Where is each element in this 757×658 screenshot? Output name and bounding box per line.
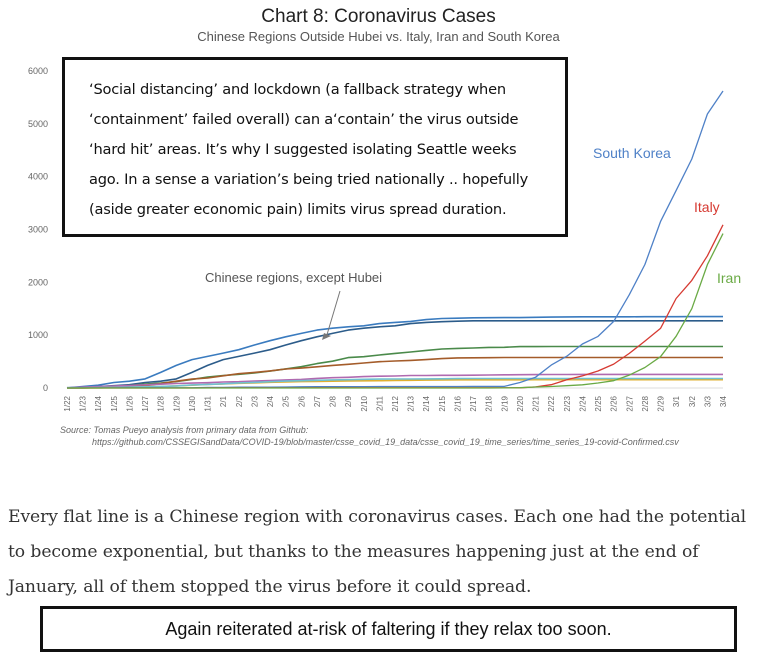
x-tick-label: 2/16 <box>453 395 462 411</box>
x-tick-label: 1/30 <box>188 395 197 411</box>
series-line <box>66 319 723 389</box>
x-tick-label: 2/19 <box>500 395 509 411</box>
series-line <box>66 315 723 389</box>
x-tick-label: 2/13 <box>407 395 416 411</box>
series-line <box>66 356 723 389</box>
y-tick-label: 4000 <box>28 172 48 182</box>
x-tick-label: 2/25 <box>594 395 603 411</box>
x-tick-label: 2/14 <box>422 395 431 411</box>
x-tick-label: 2/7 <box>313 395 322 407</box>
commentary-callout: ‘Social distancing’ and lockdown (a fall… <box>62 57 568 237</box>
series-line <box>66 377 723 389</box>
x-tick-label: 3/2 <box>688 395 697 407</box>
y-tick-label: 3000 <box>28 225 48 235</box>
x-tick-label: 1/28 <box>157 395 166 411</box>
x-tick-label: 2/15 <box>438 395 447 411</box>
x-tick-label: 2/20 <box>516 395 525 411</box>
x-tick-label: 2/4 <box>266 395 275 407</box>
y-tick-label: 2000 <box>28 277 48 287</box>
bottom-note: Again reiterated at-risk of faltering if… <box>40 606 737 652</box>
series-line <box>66 345 723 389</box>
x-tick-label: 2/24 <box>578 395 587 411</box>
x-tick-label: 2/3 <box>250 395 259 407</box>
annotation-arrow <box>325 290 341 339</box>
y-tick-label: 1000 <box>28 330 48 340</box>
x-tick-label: 2/5 <box>282 395 291 407</box>
x-tick-label: 2/17 <box>469 395 478 411</box>
x-tick-label: 1/29 <box>172 395 181 411</box>
y-tick-label: 5000 <box>28 119 48 129</box>
x-tick-label: 2/6 <box>297 395 306 407</box>
x-tick-label: 2/1 <box>219 395 228 407</box>
x-tick-label: 1/26 <box>125 395 134 411</box>
x-tick-label: 1/24 <box>94 395 103 411</box>
series-line <box>67 224 724 389</box>
source-line: Source: Tomas Pueyo analysis from primar… <box>60 425 309 435</box>
chart-subtitle: Chinese Regions Outside Hubei vs. Italy,… <box>197 29 560 44</box>
x-tick-label: 1/31 <box>204 395 213 411</box>
x-tick-label: 2/29 <box>657 395 666 411</box>
x-tick-label: 2/10 <box>360 395 369 411</box>
x-tick-label: 3/3 <box>703 395 712 407</box>
series-label: Italy <box>694 199 720 215</box>
y-tick-label: 6000 <box>28 66 48 76</box>
x-tick-label: 2/21 <box>532 395 541 411</box>
x-tick-label: 3/1 <box>672 395 681 407</box>
x-tick-label: 2/11 <box>375 395 384 411</box>
x-tick-label: 2/27 <box>625 395 634 411</box>
x-tick-label: 1/22 <box>63 395 72 411</box>
x-tick-label: 2/18 <box>485 395 494 411</box>
x-tick-label: 3/4 <box>719 395 728 407</box>
x-tick-label: 1/23 <box>79 395 88 411</box>
x-tick-label: 2/12 <box>391 395 400 411</box>
series-label: Iran <box>717 270 741 286</box>
x-tick-label: 2/26 <box>610 395 619 411</box>
source-note: Source: Tomas Pueyo analysis from primar… <box>60 424 679 448</box>
source-url: https://github.com/CSSEGISandData/COVID-… <box>92 437 679 447</box>
x-tick-label: 1/25 <box>110 395 119 411</box>
series-line <box>67 233 724 389</box>
x-tick-label: 2/9 <box>344 395 353 407</box>
series-line <box>66 373 723 389</box>
series-label: South Korea <box>593 145 671 161</box>
cases-line-chart: 0 1000 2000 3000 4000 5000 6000 1/22 1/23 1/24 1/2… <box>28 66 741 412</box>
x-tick-label: 2/28 <box>641 395 650 411</box>
article-paragraph: Every flat line is a Chinese region with… <box>8 507 746 597</box>
chart-title: Chart 8: Coronavirus Cases <box>261 6 496 27</box>
x-tick-label: 2/22 <box>547 395 556 411</box>
x-tick-label: 1/27 <box>141 395 150 411</box>
x-tick-label: 2/2 <box>235 395 244 407</box>
annotation-arrowhead <box>322 333 331 340</box>
x-tick-label: 2/23 <box>563 395 572 411</box>
x-tick-label: 2/8 <box>329 395 338 407</box>
y-tick-label: 0 <box>43 383 48 393</box>
regions-annotation: Chinese regions, except Hubei <box>205 270 382 285</box>
